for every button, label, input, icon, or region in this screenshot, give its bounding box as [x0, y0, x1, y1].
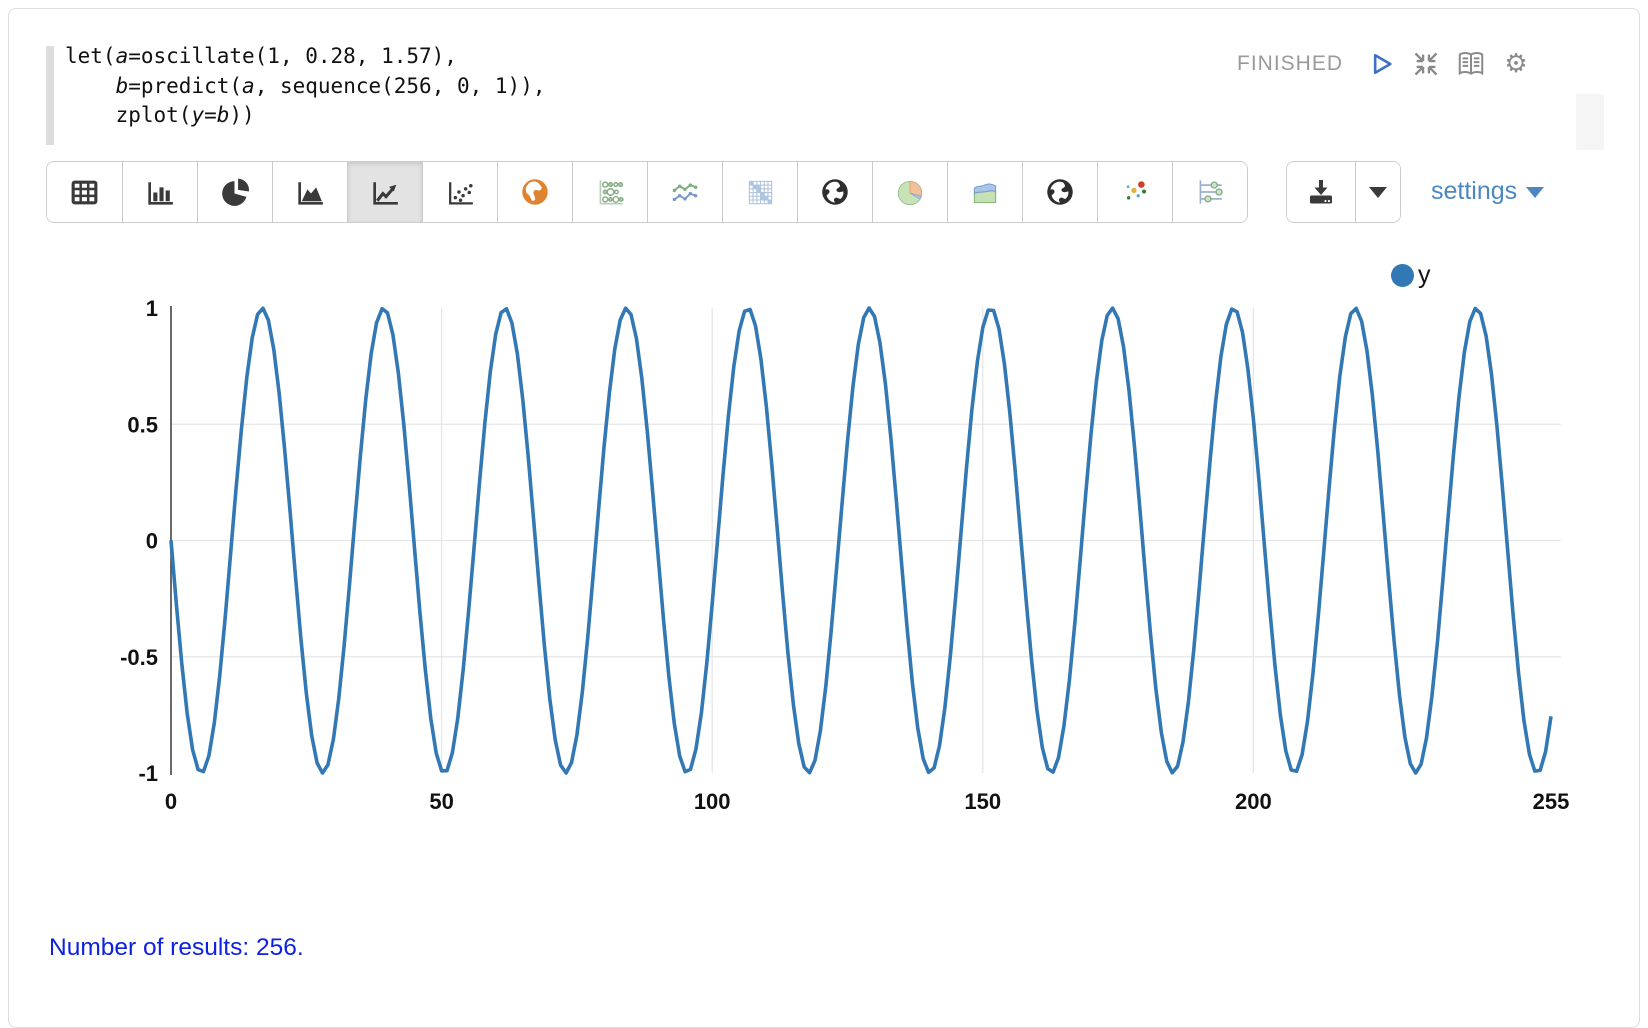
svg-text:1: 1 [146, 296, 158, 321]
svg-text:0: 0 [165, 789, 177, 814]
svg-text:255: 255 [1533, 789, 1570, 814]
chart-type-globe-dark-1-button[interactable] [797, 162, 872, 222]
gear-icon[interactable]: ⚙ [1504, 49, 1528, 79]
svg-text:50: 50 [429, 789, 453, 814]
download-button[interactable] [1287, 162, 1355, 222]
chart-type-line-chart-button[interactable] [347, 162, 422, 222]
book-icon[interactable] [1456, 49, 1486, 79]
svg-text:200: 200 [1235, 789, 1272, 814]
download-split-button [1286, 161, 1401, 223]
bubble-matrix-icon [593, 175, 627, 209]
globe-orange-icon [518, 175, 552, 209]
chart-type-sliders-button[interactable] [1172, 162, 1247, 222]
chart-type-scatter-chart-button[interactable] [422, 162, 497, 222]
scatter-colored-icon [1118, 175, 1152, 209]
editor-gutter-bar [46, 46, 54, 145]
chart-area: y 1 0.5 0 -0.5 -1 0 50 100 150 200 255 [9, 253, 1641, 833]
chart-type-globe-dark-2-button[interactable] [1022, 162, 1097, 222]
pie-chart-icon [219, 176, 252, 209]
chart-type-globe-orange-button[interactable] [497, 162, 572, 222]
code-editor[interactable]: let(a=oscillate(1, 0.28, 1.57), b=predic… [65, 44, 546, 127]
svg-text:-1: -1 [138, 761, 158, 786]
collapse-icon[interactable] [1411, 49, 1441, 79]
chart-type-heatmap-button[interactable] [722, 162, 797, 222]
chart-type-multi-line-button[interactable] [647, 162, 722, 222]
svg-text:150: 150 [964, 789, 1001, 814]
chevron-down-icon [1526, 187, 1545, 198]
chart-type-pie-chart-button[interactable] [197, 162, 272, 222]
play-icon[interactable] [1366, 49, 1396, 79]
scatter-chart-icon [444, 176, 477, 209]
paragraph-controls: FINISHED ⚙ [1237, 49, 1531, 79]
line-chart-icon [369, 176, 402, 209]
chevron-down-icon [1369, 186, 1387, 198]
chart-type-group [46, 161, 1248, 223]
chart-type-bar-chart-button[interactable] [122, 162, 197, 222]
chart-type-bubble-matrix-button[interactable] [572, 162, 647, 222]
svg-text:0: 0 [146, 529, 158, 554]
chart-type-area-chart-button[interactable] [272, 162, 347, 222]
settings-label: settings [1431, 176, 1518, 205]
globe-dark-2-icon [1043, 175, 1077, 209]
svg-text:100: 100 [694, 789, 731, 814]
svg-text:-0.5: -0.5 [120, 645, 158, 670]
legend-dot [1391, 264, 1414, 287]
svg-text:0.5: 0.5 [127, 412, 158, 437]
settings-toggle[interactable]: settings [1431, 161, 1545, 221]
legend-label: y [1418, 261, 1431, 289]
chart-legend[interactable]: y [1391, 261, 1431, 290]
sliders-icon [1193, 175, 1227, 209]
notebook-paragraph: let(a=oscillate(1, 0.28, 1.57), b=predic… [8, 8, 1640, 1028]
download-icon [1305, 176, 1337, 208]
pie-pastel-icon [893, 175, 927, 209]
heatmap-icon [743, 175, 777, 209]
bar-chart-icon [144, 176, 177, 209]
chart-type-pie-pastel-button[interactable] [872, 162, 947, 222]
table-icon [68, 176, 101, 209]
chart-type-scatter-colored-button[interactable] [1097, 162, 1172, 222]
chart-type-area-pastel-button[interactable] [947, 162, 1022, 222]
status-badge: FINISHED [1237, 52, 1344, 75]
area-chart-icon [294, 176, 327, 209]
globe-dark-1-icon [818, 175, 852, 209]
results-count-text: Number of results: 256. [49, 934, 304, 961]
display-toolbar: settings [9, 161, 1641, 223]
download-options-button[interactable] [1355, 162, 1400, 222]
multi-line-icon [668, 175, 702, 209]
editor-scrollbar[interactable] [1576, 94, 1604, 150]
line-chart-svg[interactable]: 1 0.5 0 -0.5 -1 0 50 100 150 200 255 [9, 279, 1641, 833]
area-pastel-icon [968, 175, 1002, 209]
chart-type-table-button[interactable] [47, 162, 122, 222]
